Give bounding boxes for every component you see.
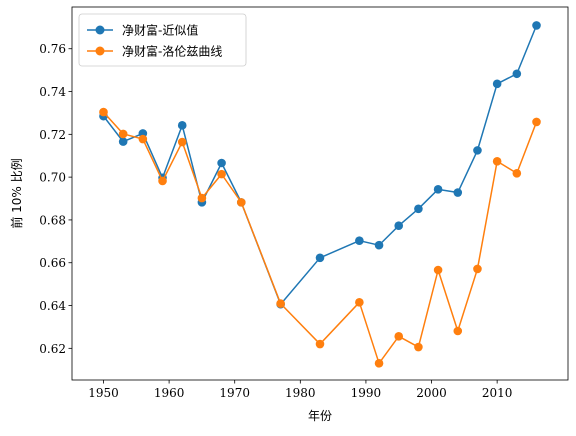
data-point: [355, 298, 364, 307]
series-layer: [99, 21, 541, 368]
data-point: [374, 359, 384, 368]
y-tick-label: 0.74: [39, 85, 66, 99]
data-point: [492, 156, 502, 166]
axes-layer: 1950 1960 1970 1980 1990 2000 2010 0.62 0.64 0.66…: [39, 42, 512, 400]
data-point: [394, 332, 404, 341]
data-point: [99, 107, 108, 117]
legend-label: 净财富-洛伦兹曲线: [122, 44, 222, 59]
x-axis-label: 年份: [308, 409, 332, 423]
y-tick-label: 0.64: [39, 299, 66, 313]
plot-frame: [71, 6, 569, 381]
data-point: [433, 265, 443, 275]
x-tick-label: 1960: [154, 386, 185, 400]
data-point: [414, 342, 423, 352]
data-point: [197, 193, 207, 203]
series-1: [99, 107, 541, 368]
data-point: [374, 240, 384, 250]
y-tick-label: 0.70: [39, 171, 66, 185]
data-point: [118, 129, 128, 139]
data-point: [492, 79, 502, 89]
data-point: [532, 117, 541, 127]
x-tick-label: 1980: [285, 386, 316, 400]
data-point: [473, 264, 482, 274]
x-tick-label: 1970: [219, 386, 250, 400]
data-point: [532, 21, 541, 30]
data-point: [118, 137, 128, 146]
data-point: [473, 146, 482, 155]
y-axis-label: 前 10% 比例: [9, 158, 24, 228]
legend-marker: [95, 25, 105, 35]
legend-label: 净财富-近似值: [122, 23, 198, 38]
data-point: [414, 204, 423, 214]
data-point: [177, 121, 187, 130]
data-point: [217, 169, 226, 179]
x-tick-label: 2000: [416, 386, 447, 400]
y-tick-label: 0.62: [39, 342, 66, 356]
data-point: [315, 253, 325, 263]
data-point: [512, 69, 522, 79]
y-tick-label: 0.72: [39, 128, 66, 142]
data-point: [315, 339, 325, 349]
data-point: [158, 176, 167, 186]
data-point: [236, 198, 246, 207]
data-point: [177, 137, 187, 147]
data-point: [355, 236, 364, 245]
legend-box: [78, 13, 247, 67]
data-point: [512, 168, 522, 178]
x-tick-label: 1990: [351, 386, 382, 400]
y-tick-label: 0.68: [39, 213, 66, 227]
y-tick-label: 0.76: [39, 42, 66, 56]
data-point: [276, 299, 285, 308]
data-point: [394, 221, 404, 231]
series-line: [102, 111, 538, 365]
data-point: [433, 185, 443, 194]
legend-marker: [95, 46, 105, 56]
data-point: [453, 326, 463, 336]
y-tick-label: 0.66: [39, 256, 66, 270]
x-tick-label: 2010: [482, 386, 513, 400]
legend: 净财富-近似值 净财富-洛伦兹曲线: [78, 13, 247, 67]
x-tick-label: 1950: [88, 386, 119, 400]
series-line: [102, 25, 538, 305]
data-point: [453, 188, 463, 197]
data-point: [138, 134, 148, 144]
data-point: [217, 158, 226, 168]
